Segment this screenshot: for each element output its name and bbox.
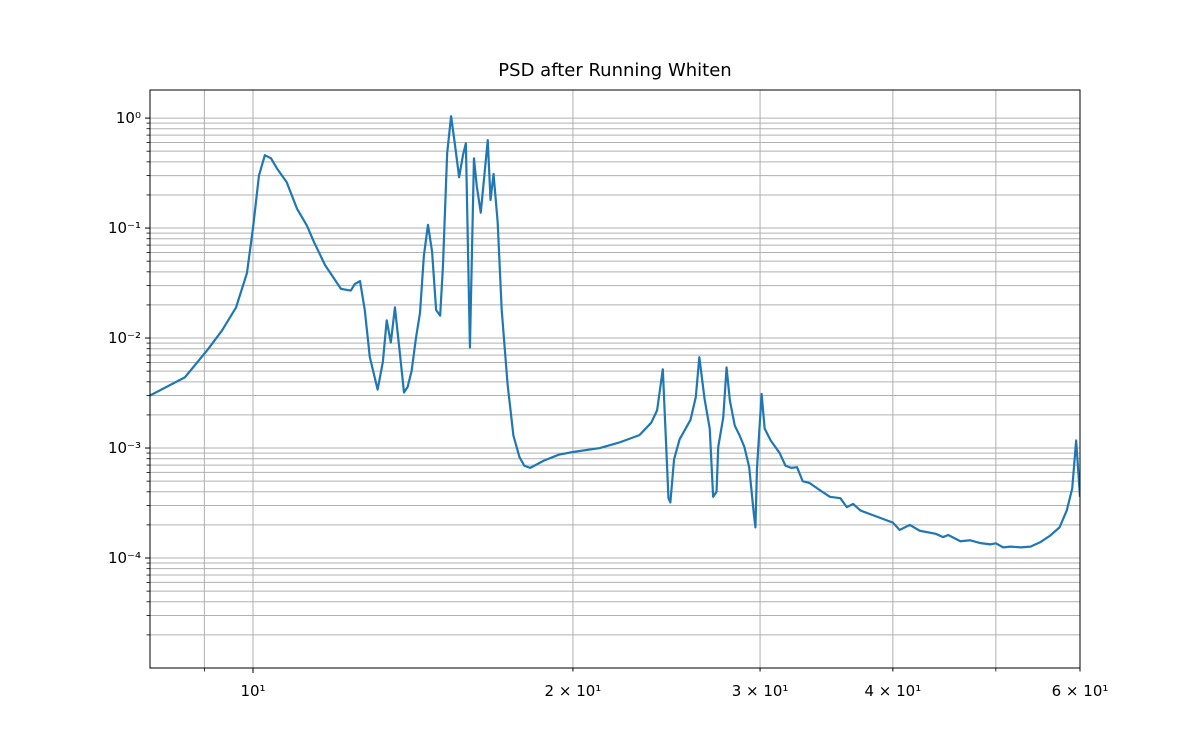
y-tick-label: 10⁻¹ (108, 219, 141, 237)
y-tick-label: 10⁻³ (108, 439, 141, 457)
x-tick-label: 2 × 10¹ (545, 682, 602, 700)
data-line (150, 115, 1080, 549)
x-tick-label: 10¹ (240, 682, 265, 700)
chart-title: PSD after Running Whiten (498, 60, 731, 81)
y-tick-label: 10⁰ (116, 109, 141, 127)
y-tick-label: 10⁻⁴ (108, 549, 141, 567)
x-tick-label: 4 × 10¹ (864, 682, 921, 700)
plot-frame (149, 89, 1081, 669)
y-tick-label: 10⁻² (108, 329, 141, 347)
x-tick-label: 6 × 10¹ (1052, 682, 1109, 700)
x-tick-label: 3 × 10¹ (732, 682, 789, 700)
